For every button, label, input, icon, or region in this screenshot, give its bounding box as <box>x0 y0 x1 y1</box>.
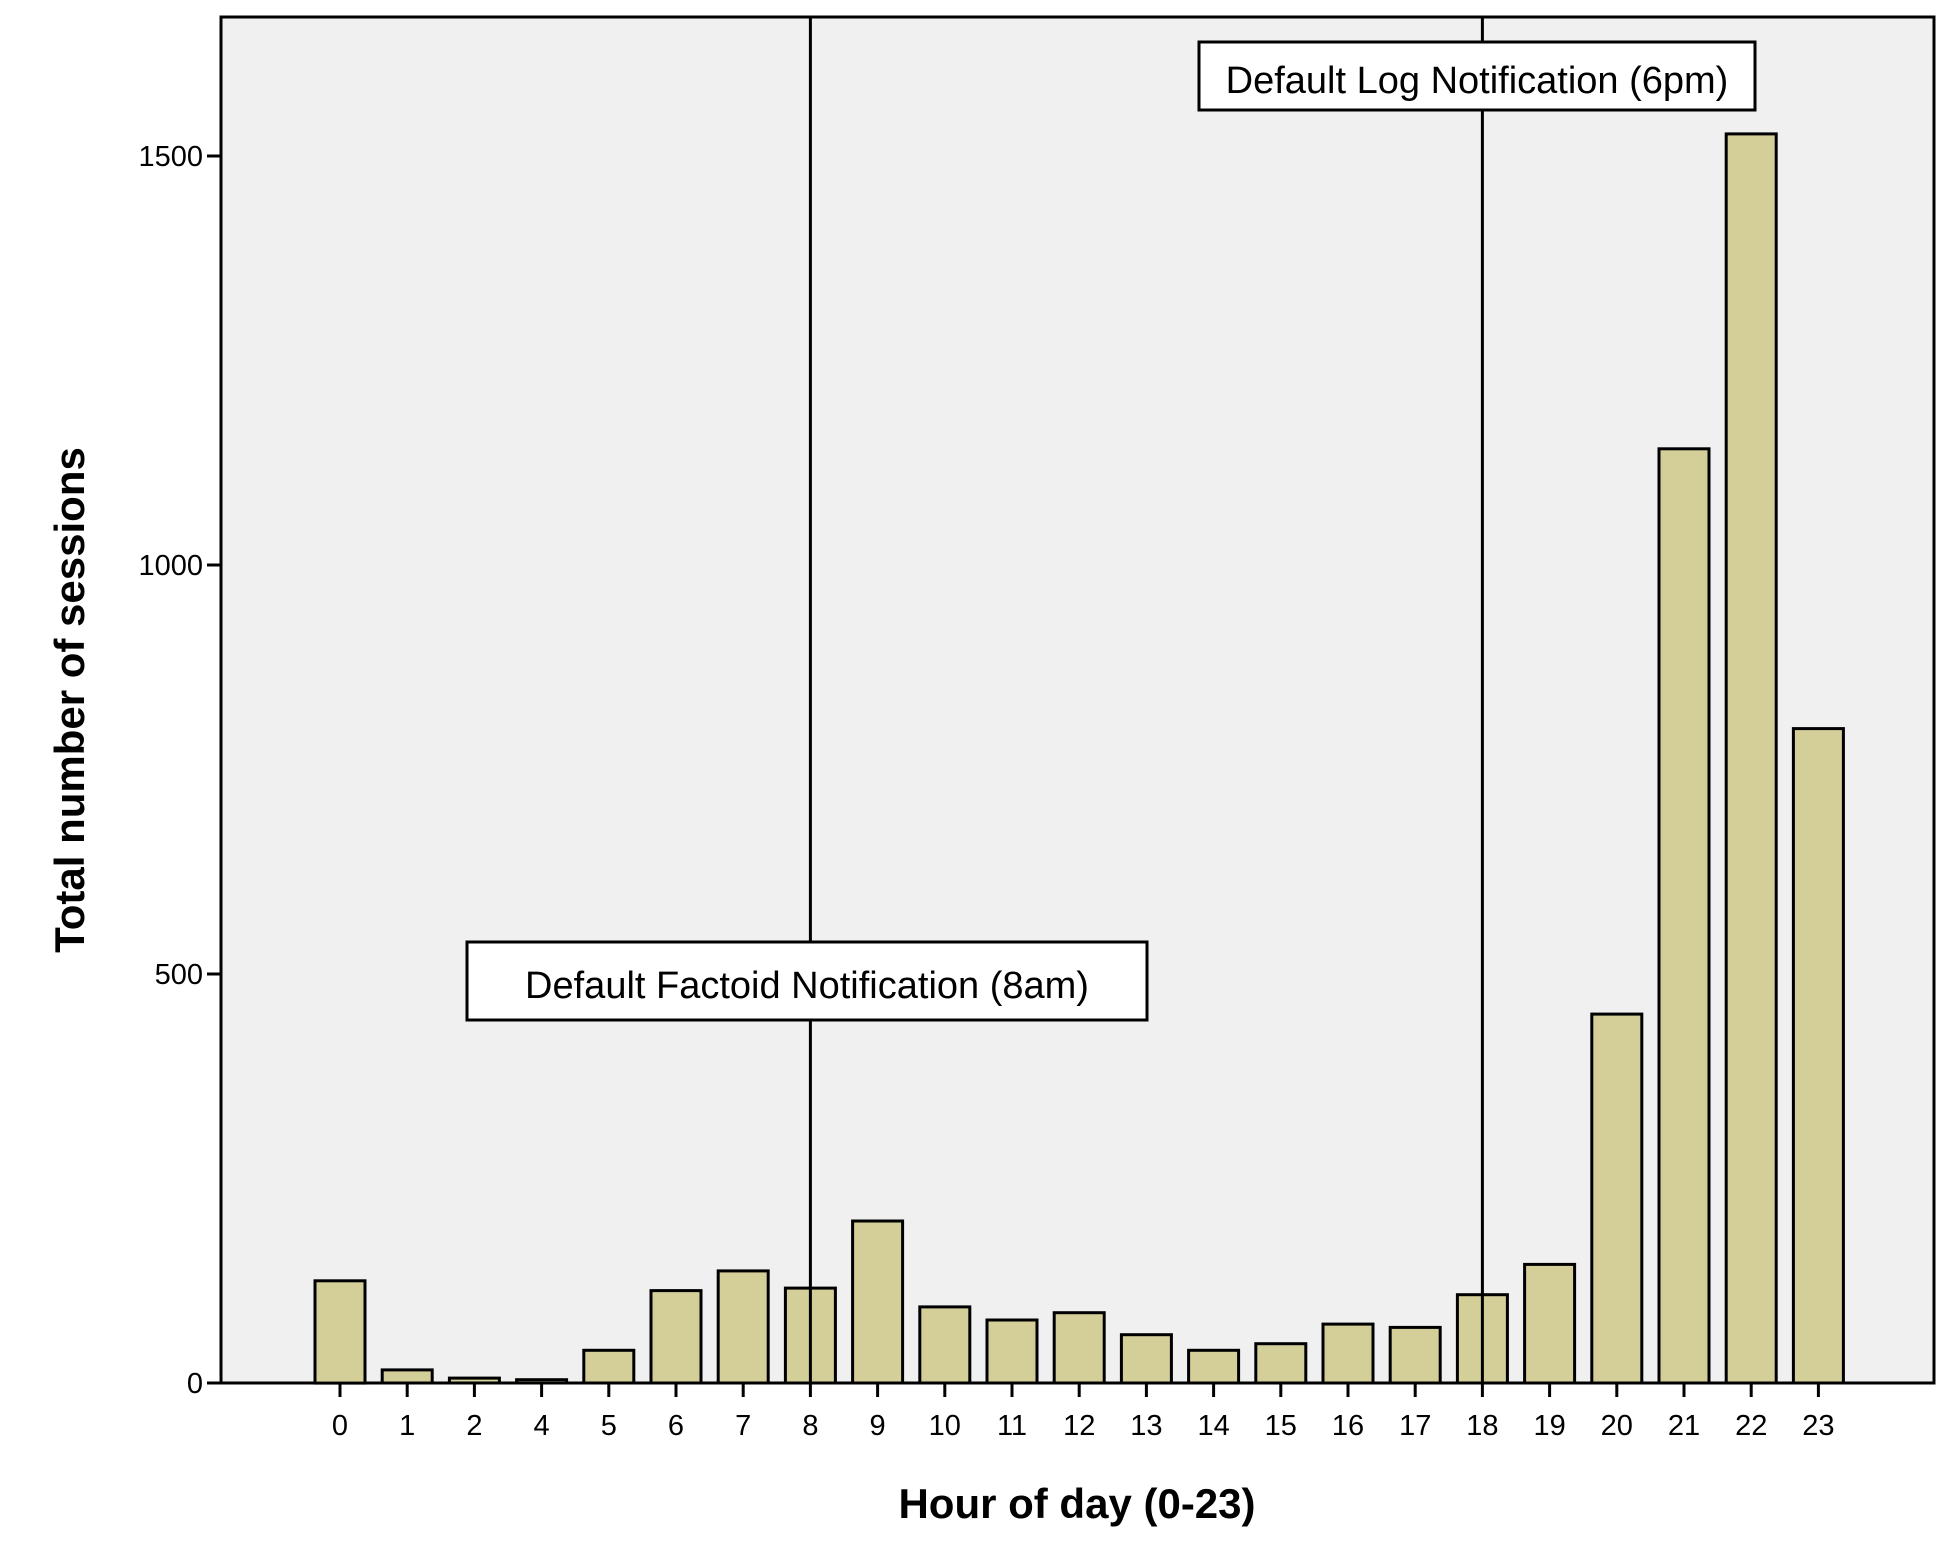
bar-21 <box>1657 447 1711 1385</box>
x-tick-label-0: 0 <box>332 1410 348 1442</box>
x-tick-label-17: 17 <box>1399 1410 1431 1442</box>
x-tick-label-22: 22 <box>1735 1410 1767 1442</box>
x-tick-label-16: 16 <box>1332 1410 1364 1442</box>
bar-7 <box>716 1269 770 1385</box>
bar-9 <box>851 1219 905 1385</box>
x-axis-title: Hour of day (0-23) <box>898 1480 1255 1527</box>
x-tick-label-23: 23 <box>1802 1410 1834 1442</box>
x-tick-label-4: 4 <box>534 1410 550 1442</box>
y-tick-label-1000: 1000 <box>138 550 203 582</box>
bar-23 <box>1791 727 1845 1385</box>
bar-19 <box>1523 1262 1577 1385</box>
bar-12 <box>1052 1311 1106 1385</box>
bar-2 <box>447 1376 501 1385</box>
x-tick-label-1: 1 <box>399 1410 415 1442</box>
bar-5 <box>582 1348 636 1385</box>
x-tick-label-12: 12 <box>1063 1410 1095 1442</box>
x-tick-label-20: 20 <box>1601 1410 1633 1442</box>
annotation-box-18 <box>1197 40 1757 112</box>
bar-22 <box>1724 132 1778 1385</box>
bar-1 <box>380 1368 434 1385</box>
bar-6 <box>649 1289 703 1385</box>
y-tick-label-500: 500 <box>155 959 203 991</box>
y-tick-label-0: 0 <box>187 1368 203 1400</box>
x-tick-label-8: 8 <box>802 1410 818 1442</box>
bar-16 <box>1321 1322 1375 1385</box>
x-tick-label-19: 19 <box>1533 1410 1565 1442</box>
x-tick-label-14: 14 <box>1197 1410 1229 1442</box>
bar-17 <box>1388 1325 1442 1385</box>
bar-4 <box>515 1378 569 1385</box>
x-tick-label-15: 15 <box>1265 1410 1297 1442</box>
x-tick-label-10: 10 <box>929 1410 961 1442</box>
bar-11 <box>985 1318 1039 1385</box>
bar-20 <box>1590 1012 1644 1385</box>
bar-14 <box>1187 1348 1241 1385</box>
bar-10 <box>918 1305 972 1385</box>
annotation-label-18: Default Log Notification (6pm) <box>1226 60 1729 102</box>
bar-15 <box>1254 1342 1308 1385</box>
x-tick-label-2: 2 <box>466 1410 482 1442</box>
x-tick-label-5: 5 <box>601 1410 617 1442</box>
x-tick-label-18: 18 <box>1466 1410 1498 1442</box>
x-tick-label-7: 7 <box>735 1410 751 1442</box>
x-tick-label-21: 21 <box>1668 1410 1700 1442</box>
plot-area <box>219 15 1936 1385</box>
y-tick-label-1500: 1500 <box>138 141 203 173</box>
y-axis-title: Total number of sessions <box>46 447 93 953</box>
annotation-label-8: Default Factoid Notification (8am) <box>525 965 1089 1007</box>
x-tick-label-13: 13 <box>1130 1410 1162 1442</box>
bar-0 <box>313 1279 367 1385</box>
x-tick-label-11: 11 <box>997 1410 1027 1442</box>
bar-13 <box>1119 1333 1173 1385</box>
annotation-box-8 <box>465 940 1149 1022</box>
x-tick-label-6: 6 <box>668 1410 684 1442</box>
x-tick-label-9: 9 <box>870 1410 886 1442</box>
